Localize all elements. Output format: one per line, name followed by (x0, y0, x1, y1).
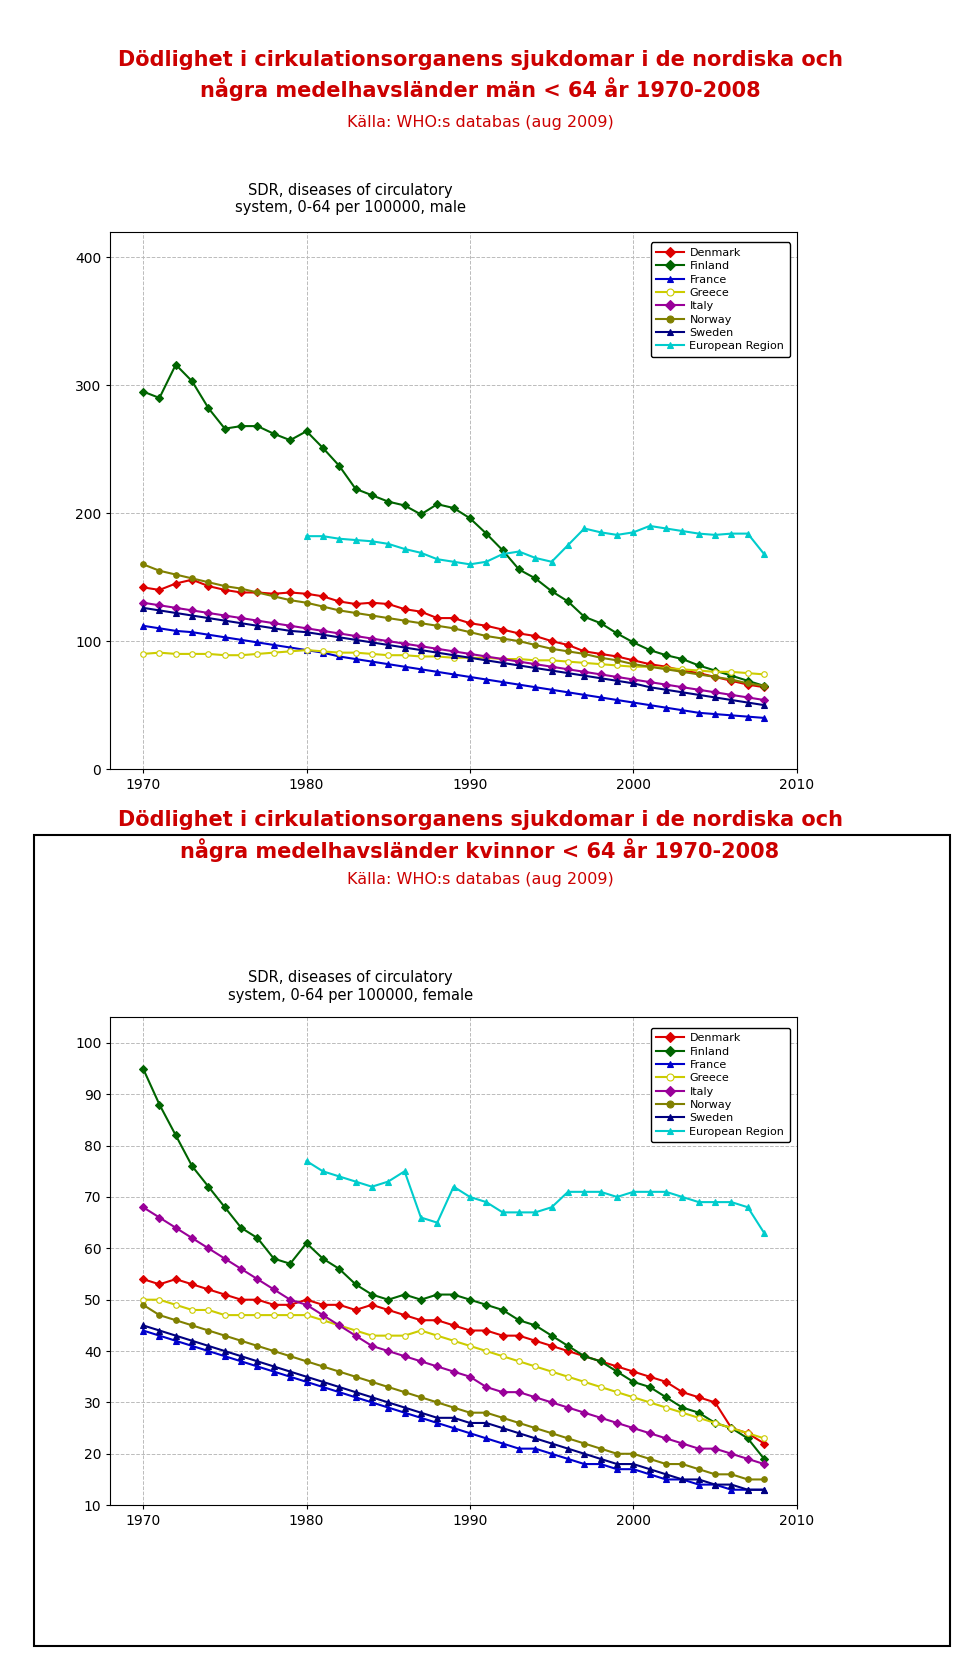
Text: Dödlighet i cirkulationsorganens sjukdomar i de nordiska och: Dödlighet i cirkulationsorganens sjukdom… (117, 50, 843, 69)
Text: Dödlighet i cirkulationsorganens sjukdomar i de nordiska och: Dödlighet i cirkulationsorganens sjukdom… (117, 810, 843, 830)
Legend: Denmark, Finland, France, Greece, Italy, Norway, Sweden, European Region: Denmark, Finland, France, Greece, Italy,… (651, 1027, 790, 1143)
Text: några medelhavsländer kvinnor < 64 år 1970-2008: några medelhavsländer kvinnor < 64 år 19… (180, 839, 780, 862)
Text: SDR, diseases of circulatory
system, 0-64 per 100000, male: SDR, diseases of circulatory system, 0-6… (235, 184, 467, 215)
Legend: Denmark, Finland, France, Greece, Italy, Norway, Sweden, European Region: Denmark, Finland, France, Greece, Italy,… (651, 243, 790, 357)
Text: Källa: WHO:s databas (aug 2009): Källa: WHO:s databas (aug 2009) (347, 114, 613, 131)
Text: Källa: WHO:s databas (aug 2009): Källa: WHO:s databas (aug 2009) (347, 872, 613, 888)
Text: SDR, diseases of circulatory
system, 0-64 per 100000, female: SDR, diseases of circulatory system, 0-6… (228, 971, 473, 1002)
Text: några medelhavsländer män < 64 år 1970-2008: några medelhavsländer män < 64 år 1970-2… (200, 78, 760, 101)
